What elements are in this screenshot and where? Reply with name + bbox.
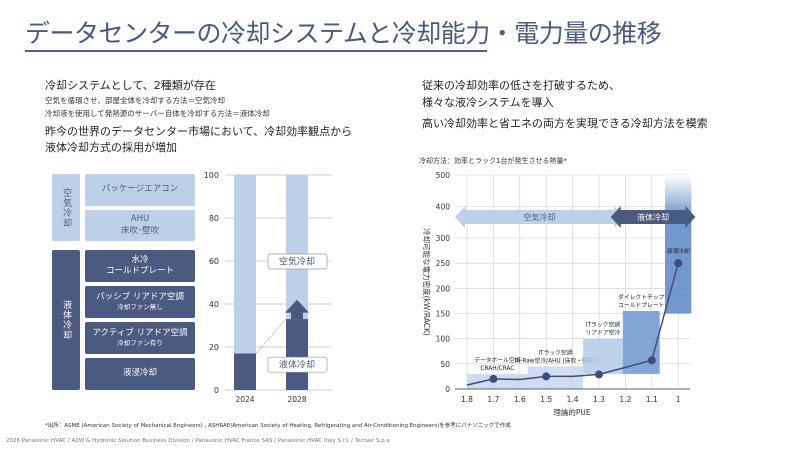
left-line-2: 冷却液を使用して発熱源のサーバー自体を冷却する方法＝液体冷却 (45, 109, 270, 118)
item-immersion: 液浸冷却 (85, 358, 195, 390)
double-arrow-icon (455, 206, 625, 228)
data-point (595, 370, 603, 379)
left-heading-2a: 昨今の世界のデータセンター市場において、冷却効率観点から (45, 125, 353, 138)
up-arrow-icon (285, 299, 309, 320)
title-divider (25, 50, 487, 52)
double-arrow-icon (610, 206, 696, 228)
region-label: In-Raw空冷/AHU (床吹・壁吹) (515, 356, 596, 364)
x-tick-label: 2024 (235, 395, 254, 404)
x-tick-label: 1.2 (619, 395, 631, 404)
y-tick-label: 400 (436, 203, 451, 212)
bar-segment (234, 175, 256, 354)
category-air: 空気冷却 (52, 174, 80, 241)
x-tick-label: 1.4 (567, 395, 579, 404)
right-line-2: 様々な液冷システムを導入 (422, 96, 554, 109)
x-tick-label: 2028 (287, 395, 306, 404)
page-title: データセンターの冷却システムと冷却能力・電力量の推移 (25, 19, 662, 48)
right-line-3: 高い冷却効率と省エネの両方を実現できる冷却方法を模索 (422, 117, 708, 130)
region-rect (467, 373, 528, 389)
footnote: *出所：ASME (American Society of Mechanical… (45, 423, 511, 429)
y-tick-label: 0 (214, 386, 219, 395)
region-label: ダイレクトチップ (618, 293, 665, 301)
item-cold-plate: 水冷 コールドプレート (85, 250, 195, 282)
y-tick-label: 80 (209, 214, 219, 223)
left-line-1: 空気を循環させ、部屋全体を冷却する方法＝空気冷却 (45, 96, 225, 105)
y-tick-label: 100 (204, 171, 219, 180)
connector-line (255, 318, 287, 354)
x-tick-label: 1 (676, 395, 681, 404)
item-active-reardoor: アクティブ リアドア空調 冷却ファン有り (85, 322, 195, 354)
y-tick-label: 200 (436, 284, 451, 293)
region-label: 液浸冷却 (667, 247, 690, 255)
item-passive-reardoor: パッシブ リアドア空調 冷却ファン無し (85, 286, 195, 318)
left-heading-2b: 液体冷却方式の採用が増加 (45, 141, 177, 154)
copyright: 2026 Panasonic HVAC / A2W & Hydronic Sol… (6, 438, 390, 444)
bar-segment (286, 175, 308, 320)
right-line-1: 従来の冷却効率の低さを打破するため、 (422, 79, 620, 92)
category-liquid: 液体冷却 (52, 250, 80, 390)
region-rect (622, 310, 660, 374)
x-tick-label: 1.5 (540, 395, 552, 404)
region-rect (527, 366, 584, 389)
region-label: CRAH/CRAC (480, 366, 514, 372)
series-line (466, 262, 679, 386)
data-point (674, 259, 683, 268)
arrow-label: 液体冷却 (637, 212, 669, 222)
region-label: コールドプレート (618, 302, 664, 309)
chart-title: 冷却方法：効率とラック1台が発生させる熱量* (419, 156, 567, 165)
legend-air: 空気冷却 (279, 256, 315, 268)
bar-segment (234, 353, 256, 390)
x-tick-label: 1.6 (514, 395, 526, 404)
y-tick-label: 150 (436, 310, 451, 319)
region-label: データホール空調 (474, 356, 521, 364)
y-axis-label: 冷却可能な電力密度(kW/RACK) (422, 228, 432, 336)
y-tick-label: 100 (436, 335, 451, 344)
data-point (542, 372, 551, 381)
y-tick-label: 50 (440, 360, 450, 369)
y-tick-label: 500 (436, 171, 451, 180)
y-tick-label: 60 (209, 257, 219, 266)
region-label: リアドア空冷 (586, 329, 621, 337)
y-tick-label: 20 (209, 343, 219, 352)
x-tick-label: 1.7 (487, 395, 499, 404)
left-heading-1: 冷却システムとして、2種類が存在 (45, 79, 216, 92)
legend-liquid: 液体冷却 (279, 359, 315, 371)
x-tick-label: 1.1 (646, 395, 658, 404)
region-label: ITラック空調 (586, 321, 620, 329)
region-label: ITラック空調 (538, 348, 572, 356)
y-tick-label: 40 (209, 300, 219, 309)
x-tick-label: 1.8 (461, 395, 473, 404)
arrow-label: 空気冷却 (524, 212, 556, 222)
y-tick-label: 250 (436, 259, 451, 268)
data-point (647, 356, 656, 365)
data-point (489, 374, 498, 383)
item-package-aircon: パッケージエアコン (85, 174, 195, 206)
item-ahu: AHU 床吹･壁吹 (85, 210, 195, 241)
legend-box (267, 253, 328, 270)
x-axis-label: 理論的PUE (553, 407, 591, 417)
region-rect (665, 175, 692, 314)
legend-box (267, 356, 328, 373)
y-tick-label: 300 (436, 234, 451, 243)
region-rect (583, 338, 623, 374)
bar-segment (286, 319, 308, 390)
x-tick-label: 1.3 (593, 395, 605, 404)
y-tick-label: 0 (445, 385, 450, 394)
